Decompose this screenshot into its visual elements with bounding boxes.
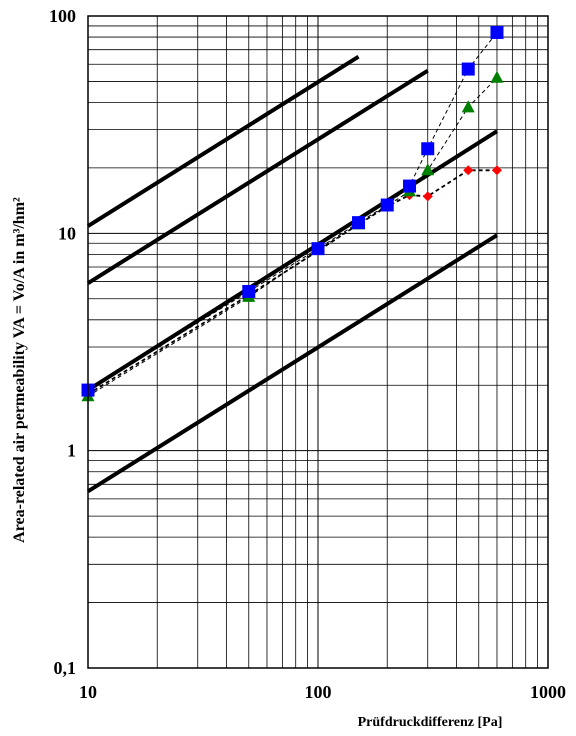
reference-line (86, 54, 360, 228)
grid (88, 16, 548, 668)
square-marker (242, 284, 256, 298)
diamond-marker (422, 191, 433, 202)
square-marker (490, 25, 504, 39)
square-marker (380, 198, 394, 212)
x-tick-label: 1000 (530, 682, 566, 702)
square-marker (352, 216, 366, 230)
data-series (81, 25, 504, 402)
plot-area-frame (87, 15, 549, 669)
diamond-marker (463, 165, 474, 176)
diamond-marker (491, 165, 502, 176)
y-tick-label: 1 (67, 441, 76, 461)
reference-line (86, 69, 429, 285)
y-tick-label: 100 (49, 6, 76, 26)
triangle-marker (461, 100, 475, 113)
y-tick-label: 0,1 (54, 658, 77, 678)
reference-line (86, 233, 499, 494)
y-tick-label: 10 (58, 223, 76, 243)
triangle-marker (421, 163, 435, 176)
x-tick-label: 100 (305, 682, 332, 702)
triangle-marker (490, 70, 504, 83)
tick-labels: 10 100 1000 0,1 1 10 100 (49, 6, 566, 702)
square-marker (403, 179, 417, 193)
y-axis-title: Area-related air permeability VA = Vo/A … (11, 197, 28, 543)
x-axis-title: Prüfdruckdifferenz [Pa] (358, 715, 503, 730)
reference-lines (86, 54, 499, 494)
square-marker (311, 242, 325, 256)
square-marker (421, 142, 435, 156)
square-marker (461, 62, 475, 76)
x-tick-label: 10 (79, 682, 97, 702)
